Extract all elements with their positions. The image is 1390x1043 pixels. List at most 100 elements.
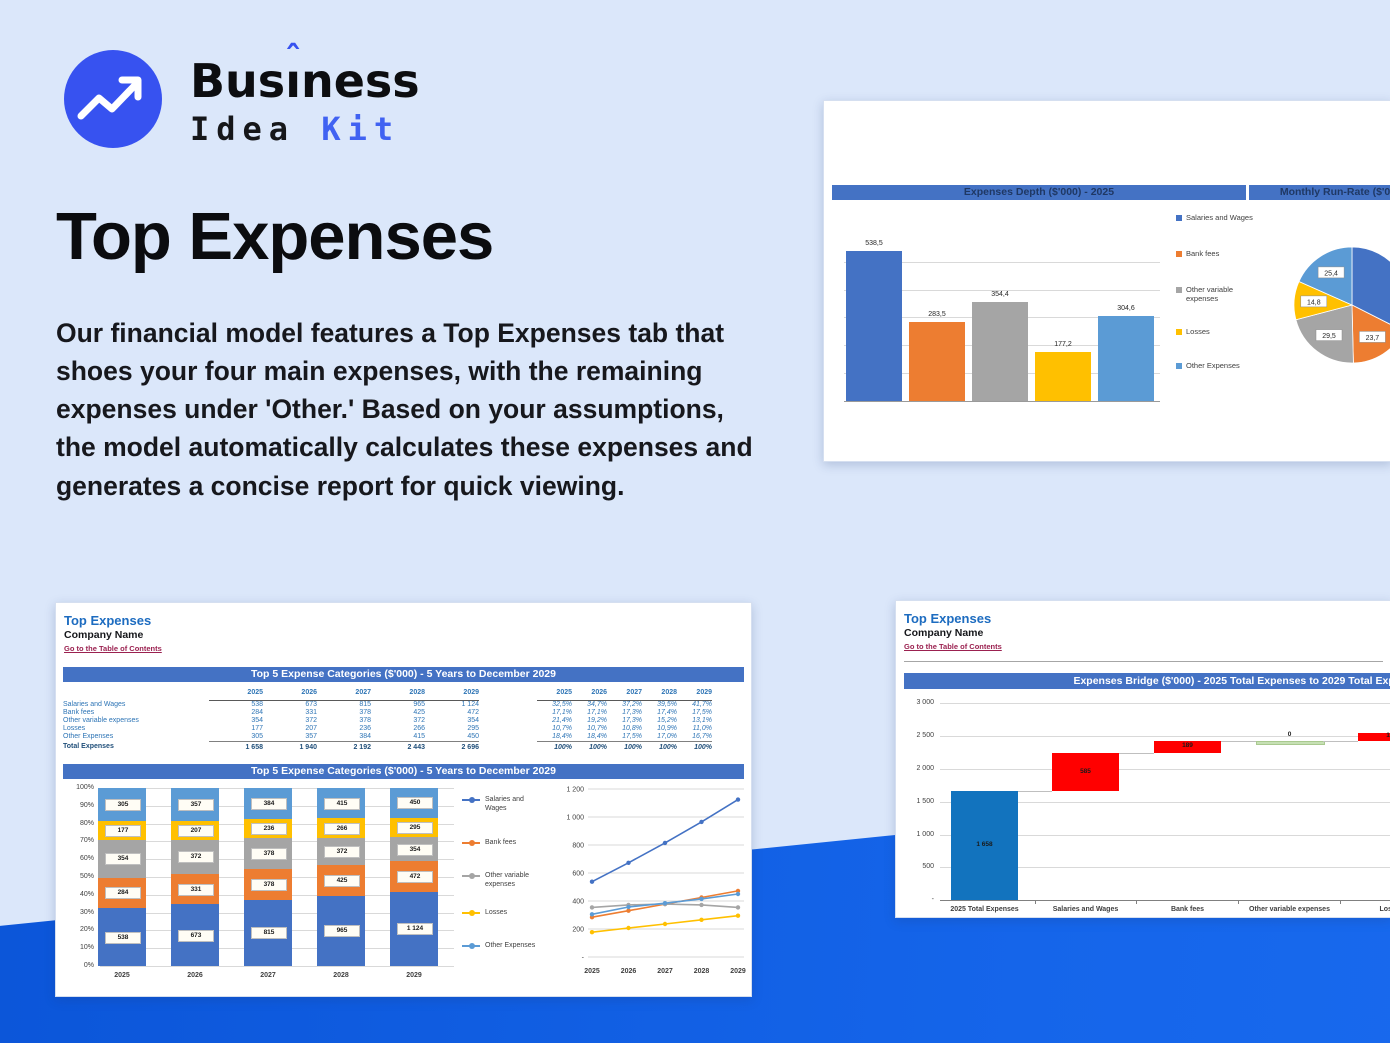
data-point: [735, 888, 741, 894]
segment-label: 236: [251, 823, 287, 836]
data-point: [735, 891, 741, 897]
waterfall-bar-increase: [1358, 732, 1390, 741]
trend-up-arrow-icon: [77, 76, 142, 120]
x-axis-line: [940, 900, 1390, 901]
data-point: [589, 912, 595, 917]
x-axis-line: [844, 401, 1160, 402]
x-tick-label: 2027: [260, 972, 276, 979]
y-tick-label: 800: [572, 843, 584, 850]
y-tick-label: 60%: [79, 855, 94, 863]
pie-label: 25,4: [1324, 271, 1338, 278]
gridline: [940, 801, 1390, 803]
top5-chart-legend: Salaries and Wages Bank fees Other variabl…: [462, 783, 548, 993]
gridline: [100, 966, 454, 967]
waterfall-bar-label: 189: [1182, 742, 1193, 750]
data-point: [589, 905, 595, 910]
segment-label: 372: [324, 845, 360, 858]
segment-label: 357: [178, 798, 214, 811]
y-tick-label: 200: [572, 927, 584, 934]
x-tick-label: 2026: [187, 972, 203, 979]
depth-chart-title: Expenses Depth ($'000) - 2025: [832, 185, 1246, 200]
x-tick-label: 2027: [657, 968, 673, 975]
y-tick-label: 50%: [79, 873, 94, 880]
connector-line: [1221, 740, 1256, 742]
waterfall-bar-increase: [1154, 740, 1221, 753]
y-tick-label: 10%: [79, 944, 94, 952]
x-tick-label: 2029: [730, 968, 746, 975]
data-point: [735, 913, 741, 918]
pie-slice-0: [1351, 246, 1390, 325]
segment-label: 425: [324, 874, 360, 887]
legend-label: Bank fees: [485, 839, 517, 846]
gridline: [940, 703, 1390, 705]
waterfall-bar-label: 1 658: [976, 841, 993, 849]
data-point: [699, 902, 704, 908]
segment-label: 372: [178, 851, 214, 864]
top5-line-chart: - 200 400 600 800 1 000 1 200 2025 2026 2027 2028 2…: [566, 787, 746, 976]
segment-label: 450: [397, 797, 433, 810]
top5-expense-table: 2025 2026 2027 2028 2029 2025 2026 2027 2028 2029…: [63, 688, 744, 753]
runrate-chart-title: Monthly Run-Rate ($'000) - 2025: [1249, 185, 1390, 200]
y-tick-label: 2 000: [916, 764, 934, 772]
bridge-chart-header: Expenses Bridge ($'000) - 2025 Total Exp…: [904, 673, 1390, 689]
top5-chart-header: Top 5 Expense Categories ($'000) - 5 Yea…: [63, 764, 744, 779]
data-point: [699, 819, 704, 825]
depth-chart-legend: Salaries and Wages Bank fees Other variabl…: [1176, 209, 1264, 419]
legend-label: Bank fees: [1186, 249, 1220, 258]
x-tick-label: 2028: [694, 968, 710, 975]
axis-tick: [1035, 901, 1037, 904]
other-expenses-legend-marker-icon: [1176, 363, 1182, 369]
pie-label-box: [1300, 295, 1328, 308]
segment-label: 1 124: [397, 923, 433, 936]
segment-label: 472: [397, 870, 433, 883]
page-title: Top Expenses: [56, 199, 494, 274]
table-of-contents-link[interactable]: Go to the Table of Contents: [904, 642, 1002, 651]
y-tick-label: 1 500: [916, 797, 934, 805]
y-tick-label: 90%: [79, 801, 94, 809]
waterfall-bar-label: 585: [1080, 767, 1091, 775]
salaries-and-wages-legend-marker-icon: [1176, 215, 1182, 221]
logo-line2: Idea Kit: [190, 110, 401, 148]
salaries-and-wages-line: [591, 798, 739, 883]
x-tick-label: 2026: [621, 968, 637, 975]
segment-label: 295: [397, 822, 433, 834]
top5-table-header: Top 5 Expense Categories ($'000) - 5 Yea…: [63, 667, 744, 682]
table-row: Salaries and Wages 538 673 815 965 1 124 32,5%…: [63, 701, 712, 708]
depth-runrate-panel: Expenses Depth ($'000) - 2025 Monthly Ru…: [823, 100, 1390, 462]
y-tick-label: 600: [572, 871, 584, 878]
segment-label: 538: [105, 931, 141, 944]
x-tick-label: Losses: [1379, 906, 1390, 913]
bar-label: 304,6: [1117, 305, 1135, 313]
legend-marker-dot-icon: [469, 872, 475, 879]
bar-2: [972, 302, 1028, 401]
segment-label: 415: [324, 797, 360, 810]
y-tick-label: 500: [922, 863, 934, 871]
bridge-sheet-panel: Top Expenses Company Name Go to the Tabl…: [895, 600, 1390, 918]
axis-tick: [1340, 901, 1342, 904]
table-of-contents-link[interactable]: Go to the Table of Contents: [64, 644, 162, 653]
y-tick-label: 1 200: [566, 787, 584, 794]
data-point: [589, 879, 595, 884]
connector-line: [1323, 740, 1358, 742]
connector-line: [1018, 791, 1052, 793]
expenses-bridge-waterfall: - 500 1 000 1 500 2 000 2 500 3 000 1 658 2025 T…: [896, 697, 1390, 915]
pie-label: 29,5: [1322, 333, 1336, 340]
legend-label: Losses: [1186, 327, 1210, 336]
table-row: Other variable expenses 354 372 378 372 354 21…: [63, 717, 712, 724]
y-tick-label: 100%: [76, 784, 94, 791]
segment-label: 815: [251, 927, 287, 940]
segment-label: 354: [397, 843, 433, 856]
sheet-company-name: Company Name: [64, 629, 144, 641]
data-point: [662, 901, 668, 906]
bar-1: [909, 322, 965, 401]
gridline: [844, 289, 1160, 291]
bar-label: 283,5: [928, 311, 946, 318]
table-row: Other Expenses 305 357 384 415 450 18,4% 18,4% 1…: [63, 733, 712, 740]
logo-caret-accent: ˆ: [284, 39, 302, 79]
waterfall-bar-total: [951, 791, 1018, 900]
waterfall-bar-zero: [1256, 740, 1325, 746]
other-variable-expenses-legend-marker-icon: [1176, 287, 1182, 293]
brand-logo: Busı ˆ ness Idea Kit: [64, 42, 420, 148]
waterfall-bar-label: 118: [1386, 732, 1390, 740]
legend-marker-dot-icon: [469, 942, 475, 949]
